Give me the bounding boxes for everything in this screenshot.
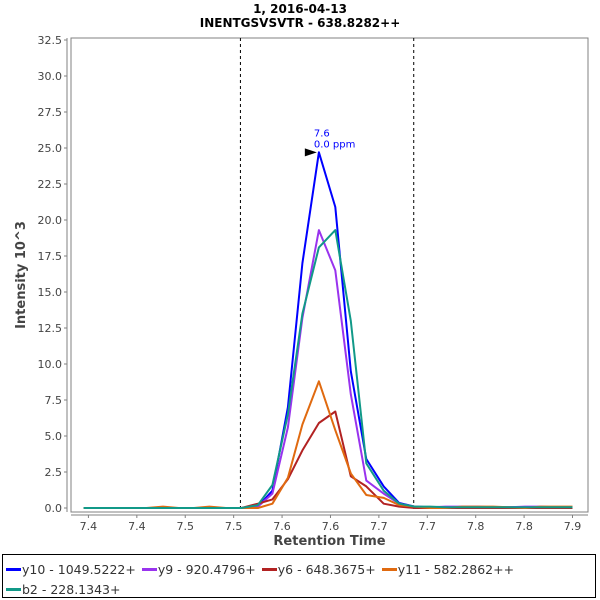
x-tick-label: 7.7 [419,520,437,533]
y-tick-label: 15.0 [38,286,63,299]
y-tick-label: 17.5 [38,250,63,263]
legend-label: y6 - 648.3675+ [277,562,376,577]
y-tick-label: 5.0 [45,430,63,443]
legend-item: y11 - 582.2862++ [381,562,515,577]
chart-title: 1, 2016-04-13 [253,2,347,16]
y-axis-label: Intensity 10^3 [14,221,29,329]
y-tick-label: 2.5 [45,466,63,479]
y-tick-label: 12.5 [38,322,63,335]
legend-label: y9 - 920.4796+ [157,562,256,577]
y-tick-label: 27.5 [38,106,63,119]
legend-label: y11 - 582.2862++ [397,562,515,577]
x-tick-label: 7.8 [467,520,485,533]
x-tick-label: 7.7 [370,520,388,533]
legend-label: y10 - 1049.5222+ [22,562,136,577]
x-axis-label: Retention Time [273,534,385,549]
legend-swatch [6,588,21,591]
legend-item: y9 - 920.4796+ [141,562,256,577]
y-tick-label: 22.5 [38,178,63,191]
x-tick-label: 7.4 [80,520,98,533]
y-tick-label: 7.5 [45,394,63,407]
x-tick-label: 7.5 [225,520,243,533]
chart-subtitle: INENTGSVSVTR - 638.8282++ [200,16,401,30]
plot-area [70,37,589,513]
x-tick-label: 7.5 [176,520,194,533]
legend-label: b2 - 228.1343+ [22,582,121,597]
x-tick-label: 7.6 [322,520,340,533]
y-tick-label: 25.0 [38,142,63,155]
x-tick-label: 7.4 [128,520,146,533]
legend-swatch [141,568,157,571]
legend-item: y6 - 648.3675+ [261,562,376,577]
y-tick-label: 32.5 [38,34,63,47]
y-tick-label: 30.0 [38,70,63,83]
peak-annotation-ppm: 0.0 ppm [314,139,356,150]
series-line-b2 [83,229,573,509]
legend-swatch [261,568,277,571]
y-tick-label: 10.0 [38,358,63,371]
legend-item: b2 - 228.1343+ [6,582,120,597]
legend-swatch [381,568,397,571]
peak-annotation-rt: 7.6 [314,128,330,139]
x-tick-label: 7.8 [515,520,533,533]
y-tick-label: 20.0 [38,214,63,227]
legend-swatch [6,568,21,571]
legend: y10 - 1049.5222+ y9 - 920.4796+ y6 - 648.3… [2,554,596,598]
legend-item: y10 - 1049.5222+ [6,562,136,577]
y-tick-label: 0.0 [45,502,63,515]
peak-marker-arrow-icon [304,148,317,157]
x-tick-label: 7.9 [564,520,582,533]
x-tick-label: 7.6 [273,520,291,533]
